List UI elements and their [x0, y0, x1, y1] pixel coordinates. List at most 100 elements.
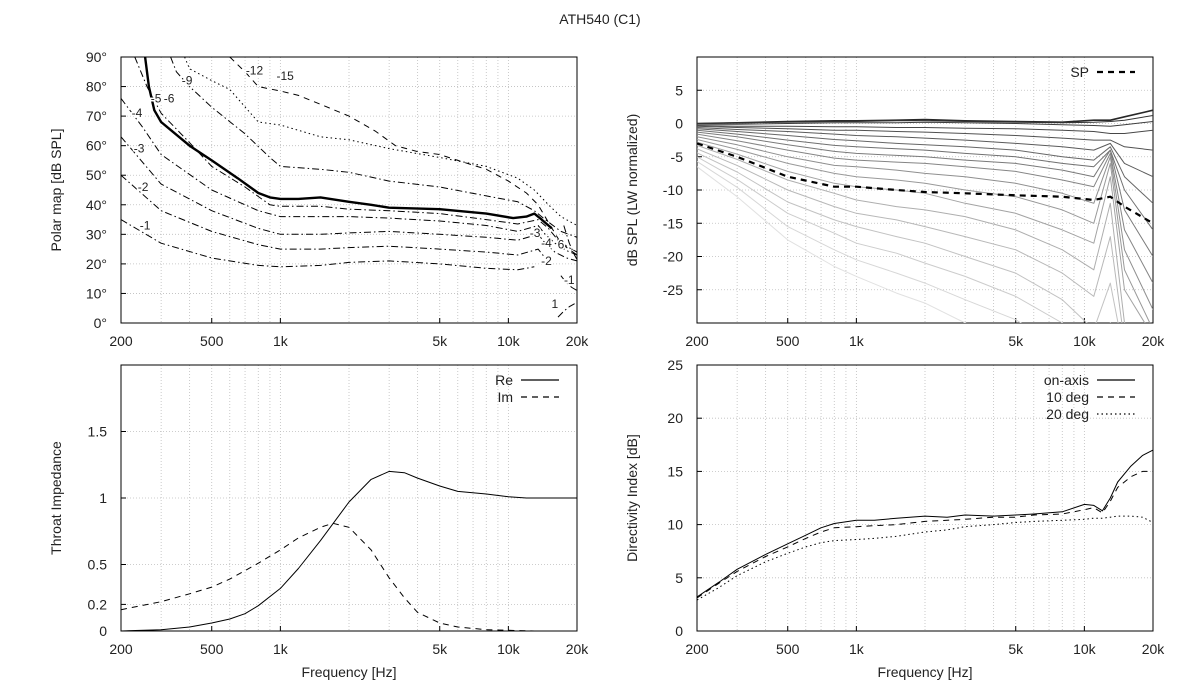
impedance-series-re — [121, 470, 577, 631]
y-tick-label: 20° — [86, 256, 107, 272]
y-axis-label: Directivity Index [dB] — [624, 434, 640, 562]
impedance-plot-area — [121, 470, 577, 631]
y-tick-label: 1.5 — [88, 424, 108, 440]
y-tick-label: 0° — [94, 315, 107, 331]
contour-label: -2 — [541, 254, 552, 268]
x-tick-label: 20k — [566, 333, 590, 349]
legend-label: SP — [1070, 64, 1089, 80]
figure-title: ATH540 (C1) — [559, 11, 640, 27]
y-tick-label: -15 — [663, 215, 683, 231]
contour-label: -6 — [164, 91, 175, 105]
legend-label: Im — [497, 389, 513, 405]
polar-response-line — [697, 115, 1153, 124]
x-tick-label: 20k — [566, 641, 590, 657]
x-tick-label: 5k — [1008, 641, 1024, 657]
y-tick-label: 40° — [86, 197, 107, 213]
polar-response-line — [697, 125, 1153, 151]
contour-line — [229, 57, 577, 256]
polar-response-line — [697, 121, 1153, 127]
x-axis-label: Frequency [Hz] — [878, 664, 973, 680]
x-tick-label: 5k — [1008, 333, 1024, 349]
x-tick-label: 200 — [685, 641, 709, 657]
x-tick-label: 200 — [685, 333, 709, 349]
di-grid — [697, 365, 1153, 631]
y-tick-label: -10 — [663, 182, 683, 198]
x-tick-label: 1k — [849, 641, 865, 657]
x-axis-label: Frequency [Hz] — [302, 664, 397, 680]
y-tick-label: 70° — [86, 108, 107, 124]
y-tick-label: 80° — [86, 79, 107, 95]
x-tick-label: 200 — [109, 333, 133, 349]
y-tick-label: -20 — [663, 249, 683, 265]
x-tick-label: 10k — [497, 333, 521, 349]
contour-line — [560, 275, 577, 291]
y-tick-label: 0 — [675, 623, 683, 639]
x-tick-label: 10k — [497, 641, 521, 657]
legend-label: 10 deg — [1046, 389, 1089, 405]
polar-response-line — [697, 166, 967, 323]
polar-response-line — [697, 136, 1153, 310]
contour-label: 1 — [552, 297, 559, 311]
spl-legend: SP — [1070, 64, 1135, 80]
polar-response-line — [697, 139, 1151, 323]
polar-response-line — [697, 131, 1153, 257]
polar-response-line — [697, 109, 1153, 125]
x-tick-label: 10k — [1073, 641, 1097, 657]
contour-line — [134, 57, 577, 253]
y-tick-label: 0.2 — [88, 596, 108, 612]
y-axis-label: dB SPL (LW normalized) — [624, 114, 640, 267]
x-tick-label: 500 — [776, 333, 800, 349]
y-tick-label: 0.5 — [88, 557, 108, 573]
contour-label: -4 — [132, 106, 143, 120]
contour-label: -1 — [140, 218, 151, 232]
di-series-on-axis — [697, 449, 1153, 598]
polar-response-line — [697, 148, 1123, 323]
y-tick-label: 30° — [86, 226, 107, 242]
x-tick-label: 1k — [273, 641, 289, 657]
contour-label: -12 — [246, 63, 264, 77]
y-tick-label: -25 — [663, 282, 683, 298]
contour-line — [143, 57, 553, 230]
x-tick-label: 1k — [273, 333, 289, 349]
polar-response-line — [697, 125, 1153, 134]
legend-label: 20 deg — [1046, 406, 1089, 422]
contour-line — [121, 174, 553, 265]
y-tick-label: 10 — [667, 517, 683, 533]
polar-response-line — [697, 129, 1153, 231]
polar-response-line — [697, 160, 1022, 323]
y-axis-label: Throat Impedance — [48, 441, 64, 555]
di-chart: 200 500 1k 5k 10k 20k 0 5 10 15 20 25 Directivity In… — [624, 357, 1165, 680]
di-frame — [696, 364, 1154, 632]
x-tick-label: 200 — [109, 641, 133, 657]
contour-line — [184, 57, 577, 226]
y-tick-label: 90° — [86, 49, 107, 65]
sound-power-line — [697, 142, 1153, 225]
y-tick-label: 1 — [99, 490, 107, 506]
y-tick-label: 0 — [675, 116, 683, 132]
y-tick-label: 0 — [99, 623, 107, 639]
contour-line — [121, 136, 577, 262]
y-tick-label: -5 — [671, 149, 684, 165]
contour-label: -5 — [151, 91, 162, 105]
contour-line — [121, 98, 577, 256]
x-tick-label: 5k — [432, 641, 448, 657]
x-tick-label: 5k — [432, 333, 448, 349]
contour-label: -1 — [564, 273, 575, 287]
y-tick-label: 50° — [86, 167, 107, 183]
contour-label: -15 — [277, 69, 295, 83]
polar-grid — [121, 57, 577, 323]
polar-response-line — [697, 141, 1146, 323]
polar-response-line — [697, 127, 1153, 178]
contour-label: 6 — [558, 238, 565, 252]
contour-line — [557, 301, 577, 318]
polar-response-line — [697, 144, 1126, 323]
impedance-grid — [121, 365, 577, 631]
y-tick-label: 20 — [667, 410, 683, 426]
x-tick-label: 500 — [200, 641, 224, 657]
polar-plot-area — [121, 57, 577, 318]
legend-label: Re — [495, 372, 513, 388]
x-tick-label: 500 — [200, 333, 224, 349]
